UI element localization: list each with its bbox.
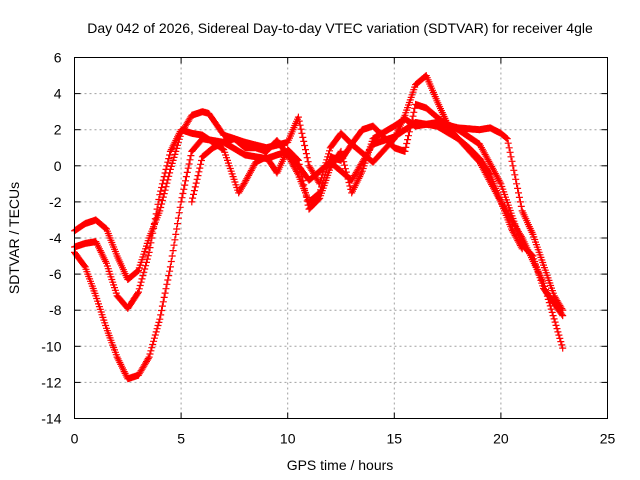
y-tick-label: 6 <box>54 50 62 66</box>
y-tick-label: 0 <box>54 158 62 174</box>
y-tick-label: -14 <box>41 411 61 427</box>
y-tick-labels: -14 -12 -10 -8 -6 -4 -2 0 2 4 6 <box>41 50 61 427</box>
y-axis-label: SDTVAR / TECUs <box>6 182 22 294</box>
y-tick-label: 4 <box>54 86 62 102</box>
x-tick-labels: 0 5 10 15 20 25 <box>71 431 616 447</box>
y-tick-label: -8 <box>49 302 62 318</box>
x-tick-label: 25 <box>600 431 616 447</box>
y-tick-label: -6 <box>49 266 62 282</box>
y-tick-label: -4 <box>49 230 62 246</box>
grid-lines <box>74 57 608 419</box>
x-tick-label: 5 <box>177 431 185 447</box>
y-tick-label: 2 <box>54 122 62 138</box>
x-tick-label: 20 <box>493 431 509 447</box>
x-axis-label: GPS time / hours <box>287 457 394 473</box>
chart-title: Day 042 of 2026, Sidereal Day-to-day VTE… <box>87 20 593 36</box>
x-tick-label: 15 <box>387 431 403 447</box>
y-tick-label: -12 <box>41 374 61 390</box>
y-tick-label: -10 <box>41 338 61 354</box>
series-markers <box>188 100 526 253</box>
series-track-4 <box>188 100 526 253</box>
y-tick-label: -2 <box>49 194 62 210</box>
x-tick-label: 10 <box>280 431 296 447</box>
axis-ticks <box>74 57 608 419</box>
x-tick-label: 0 <box>71 431 79 447</box>
